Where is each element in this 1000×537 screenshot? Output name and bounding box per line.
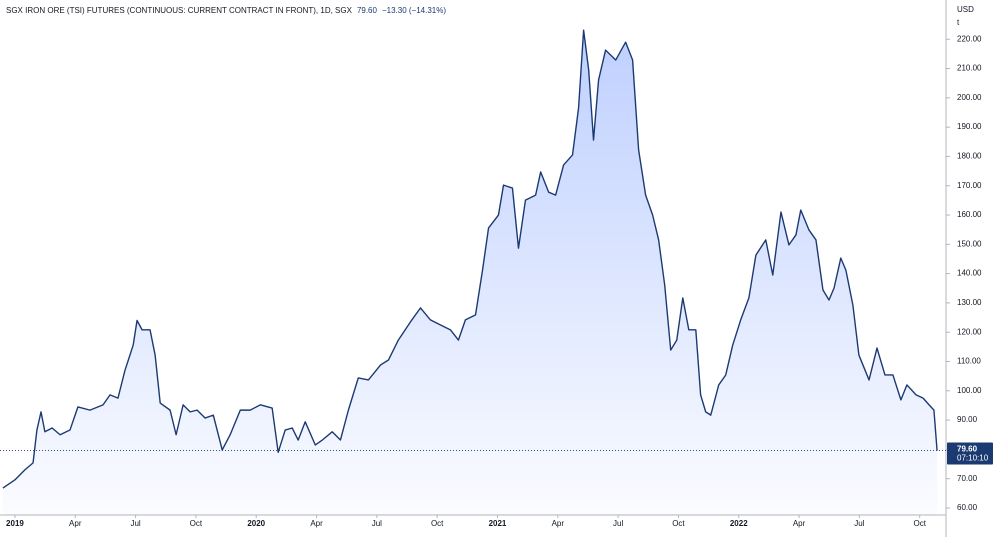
y-tick-label: 100.00 <box>957 386 982 395</box>
plot-area <box>2 29 938 515</box>
y-tick-label: 70.00 <box>957 474 978 483</box>
x-tick-label: Jul <box>613 519 623 528</box>
y-tick-label: 90.00 <box>957 415 978 424</box>
y-tick-label: 170.00 <box>957 181 982 190</box>
x-tick-label: Oct <box>672 519 685 528</box>
x-tick-label: Apr <box>793 519 806 528</box>
x-tick-label: Jul <box>854 519 864 528</box>
x-tick-label: Apr <box>310 519 323 528</box>
x-tick-label: 2019 <box>6 519 24 528</box>
y-tick-label: 200.00 <box>957 93 982 102</box>
y-tick-label: 120.00 <box>957 327 982 336</box>
x-tick-label: Apr <box>69 519 82 528</box>
x-tick-label: Oct <box>913 519 926 528</box>
last-price-badge <box>947 442 993 465</box>
y-tick-label: 160.00 <box>957 210 982 219</box>
y-tick-label: 190.00 <box>957 122 982 131</box>
x-tick-label: Apr <box>552 519 565 528</box>
x-tick-label: 2020 <box>247 519 265 528</box>
legend-title: SGX IRON ORE (TSI) FUTURES (CONTINUOUS: … <box>6 6 446 15</box>
x-tick-label: Oct <box>190 519 203 528</box>
x-tick-label: Jul <box>130 519 140 528</box>
y-unit-2: t <box>957 18 960 27</box>
last-price-label: 79.60 <box>957 445 978 454</box>
area-fill <box>2 30 938 515</box>
change: −13.30 (−14.31%) <box>382 6 446 15</box>
x-tick-label: Jul <box>372 519 382 528</box>
price-line <box>2 29 938 489</box>
last-price: 79.60 <box>357 6 378 15</box>
y-tick-label: 130.00 <box>957 298 982 307</box>
x-tick-label: 2022 <box>730 519 748 528</box>
y-tick-label: 60.00 <box>957 503 978 512</box>
y-tick-label: 220.00 <box>957 34 982 43</box>
x-tick-label: 2021 <box>489 519 507 528</box>
y-tick-label: 210.00 <box>957 64 982 73</box>
title: SGX IRON ORE (TSI) FUTURES (CONTINUOUS: … <box>6 6 353 15</box>
y-tick-label: 140.00 <box>957 269 982 278</box>
countdown: 07:10:10 <box>957 454 989 463</box>
y-unit: USD <box>957 5 974 14</box>
y-tick-label: 180.00 <box>957 152 982 161</box>
x-tick-label: Oct <box>431 519 444 528</box>
y-tick-label: 110.00 <box>957 357 981 366</box>
y-tick-label: 150.00 <box>957 239 982 248</box>
